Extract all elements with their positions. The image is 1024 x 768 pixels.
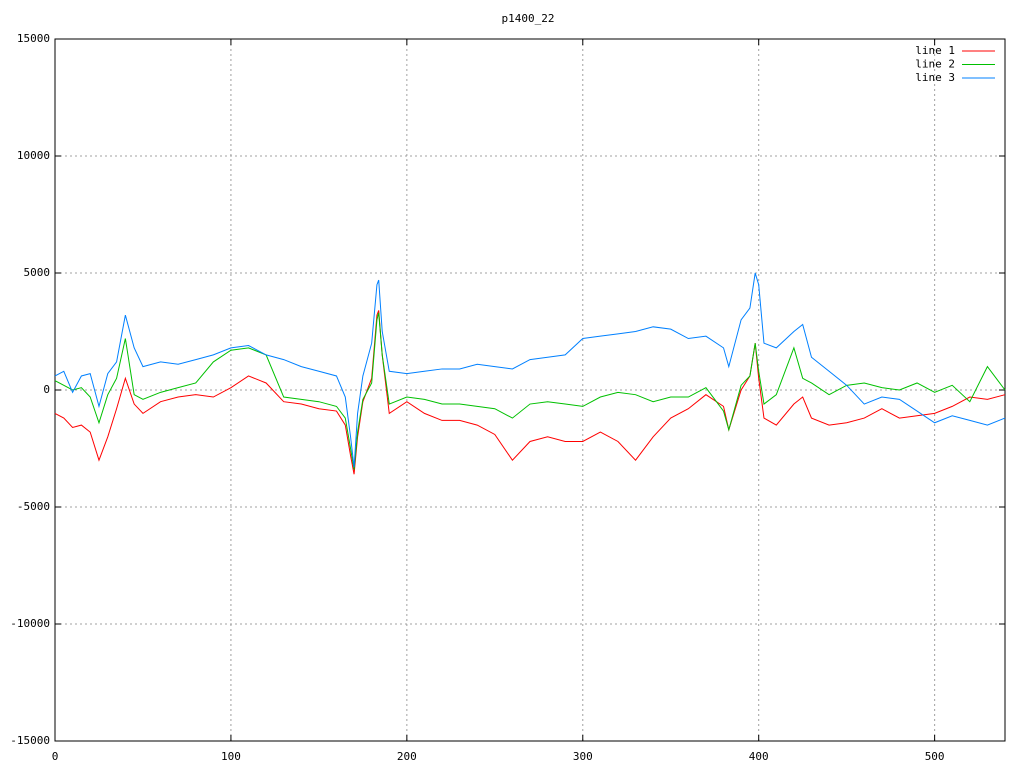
y-tick-label: 10000 (17, 149, 50, 162)
series-line (54, 272, 1006, 468)
y-tick-label: 5000 (24, 266, 51, 279)
legend-label: line 1 (915, 44, 955, 57)
series-line (54, 310, 1006, 475)
y-tick-label: -15000 (10, 734, 50, 747)
x-tick-label: 500 (925, 750, 945, 763)
x-tick-label: 100 (221, 750, 241, 763)
legend-label: line 2 (915, 58, 955, 71)
series-line (54, 312, 1006, 470)
legend-label: line 3 (915, 71, 955, 84)
x-tick-label: 0 (52, 750, 59, 763)
y-tick-label: 0 (43, 383, 50, 396)
y-tick-label: 15000 (17, 32, 50, 45)
x-tick-label: 300 (573, 750, 593, 763)
x-tick-label: 200 (397, 750, 417, 763)
y-tick-label: -5000 (17, 500, 50, 513)
x-tick-label: 400 (749, 750, 769, 763)
y-tick-label: -10000 (10, 617, 50, 630)
chart-title: p1400_22 (502, 12, 555, 25)
